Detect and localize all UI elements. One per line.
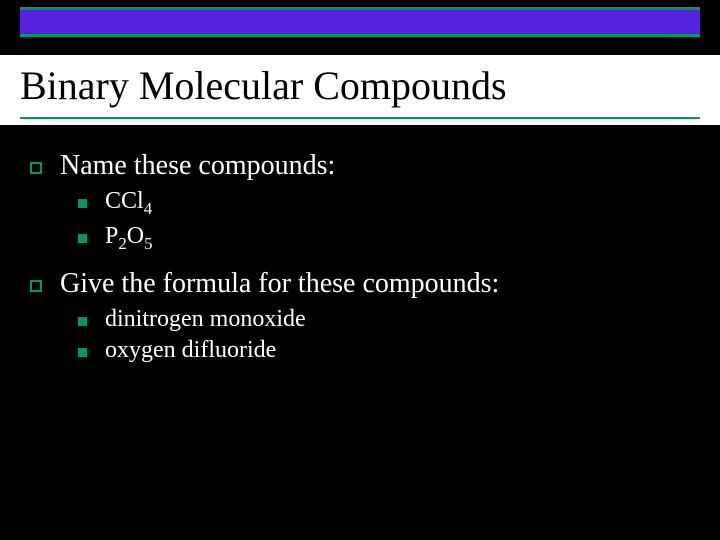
sub-list-item-text: CCl4 [105, 188, 152, 219]
sub-list-item: CCl4 [78, 188, 690, 219]
formula-base: CCl [105, 188, 144, 214]
sub-list-item: dinitrogen monoxide [78, 306, 690, 333]
list-item-text: Name these compounds: [60, 150, 335, 182]
solid-square-bullet-icon [78, 234, 87, 243]
sub-list-item-text: oxygen difluoride [105, 337, 276, 364]
list-item: Name these compounds: [30, 150, 690, 182]
solid-square-bullet-icon [78, 348, 87, 357]
bullet-group: Give the formula for these compounds: di… [30, 268, 690, 364]
sub-list-item-text: dinitrogen monoxide [105, 306, 306, 333]
solid-square-bullet-icon [78, 199, 87, 208]
formula-subscript: 2 [118, 234, 126, 253]
formula-subscript: 5 [144, 234, 152, 253]
formula-subscript: 4 [144, 199, 152, 218]
slide-title: Binary Molecular Compounds [20, 60, 700, 119]
solid-square-bullet-icon [78, 317, 87, 326]
list-item-text: Give the formula for these compounds: [60, 268, 499, 300]
sub-list-item-text: P2O5 [105, 223, 152, 254]
formula-base: P [105, 223, 118, 249]
sub-list-item: oxygen difluoride [78, 337, 690, 364]
sub-list-item: P2O5 [78, 223, 690, 254]
bullet-group: Name these compounds: CCl4 P2O5 [30, 150, 690, 254]
slide-body: Name these compounds: CCl4 P2O5 Give the… [30, 150, 690, 378]
hollow-square-bullet-icon [30, 162, 42, 174]
formula-base: O [127, 223, 144, 249]
list-item: Give the formula for these compounds: [30, 268, 690, 300]
hollow-square-bullet-icon [30, 280, 42, 292]
header-accent-bar [20, 7, 700, 37]
